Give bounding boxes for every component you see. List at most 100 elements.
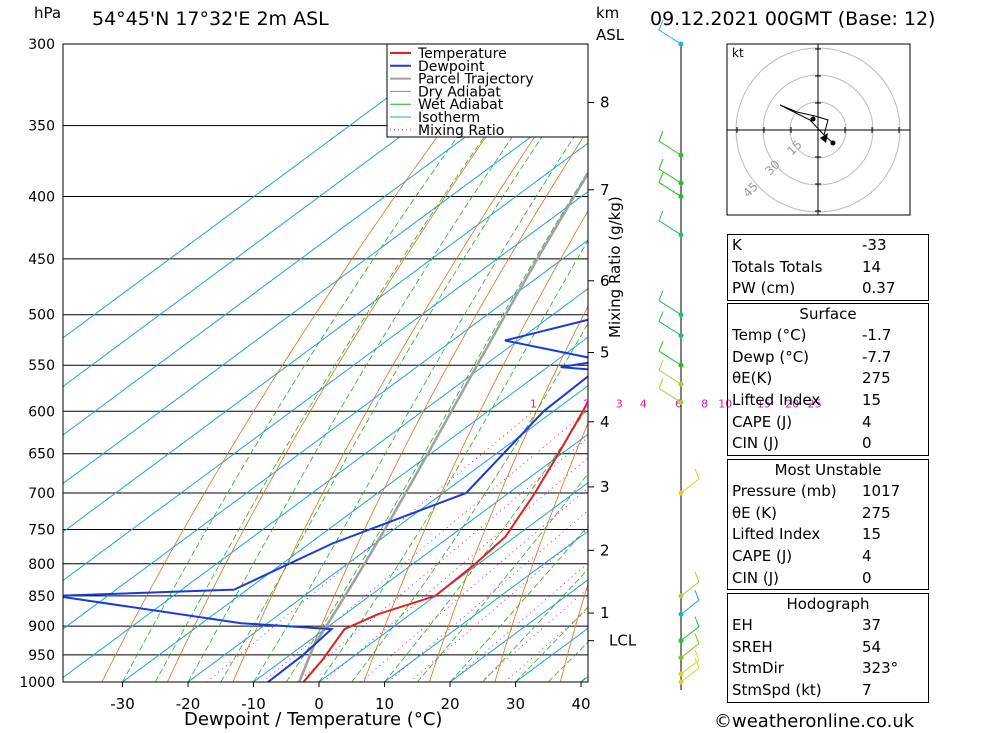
mixing-ratio-label: 6 (675, 397, 682, 410)
wind-barb-flag (694, 657, 700, 669)
legend-label: Isotherm (418, 110, 480, 126)
x-tick-label: -30 (110, 695, 135, 713)
x-tick-label: 0 (314, 695, 324, 713)
pressure-unit-label: hPa (34, 4, 62, 22)
index-row: EH 37 (732, 616, 882, 634)
hodograph-trace (779, 104, 834, 144)
x-tick-label: 30 (506, 695, 525, 713)
pressure-tick-label: 300 (28, 37, 55, 53)
index-row: Temp (°C) -1.7 (732, 326, 892, 344)
wind-barb (658, 321, 682, 336)
isotherm-line (252, 433, 588, 682)
legend-label: Dewpoint (418, 59, 485, 75)
wind-barb-flag (658, 158, 664, 170)
km-tick-label: 5 (600, 344, 610, 362)
pressure-tick-label: 950 (28, 648, 55, 664)
index-row: θE(K) 275 (732, 369, 891, 388)
km-tick-label: 8 (600, 93, 610, 111)
pressure-tick-label: 550 (28, 358, 55, 374)
pressure-tick-label: 400 (28, 189, 55, 205)
mixing-ratio-line (504, 608, 588, 682)
wind-barb (680, 581, 700, 597)
wet-adiabat-line (154, 44, 551, 682)
wind-barb-flag (658, 311, 664, 322)
mixing-ratio-label: 20 (785, 397, 799, 410)
wind-barb-flag (658, 172, 664, 183)
wind-barb (658, 182, 682, 197)
wet-adiabat-line (122, 44, 526, 682)
wind-barb-flag (694, 468, 700, 480)
wet-adiabat-line (253, 114, 588, 682)
index-row: CIN (J) 0 (732, 434, 872, 453)
index-row: Dewp (°C) -7.7 (732, 347, 892, 366)
pressure-tick-label: 450 (28, 252, 55, 268)
x-tick-label: 10 (375, 695, 394, 713)
pressure-tick-label: 750 (28, 523, 55, 539)
index-row: StmSpd (kt) 7 (732, 681, 872, 700)
mixing-ratio-label: 10 (718, 397, 732, 410)
dewpoint-profile-line (63, 318, 588, 682)
pressure-tick-label: 350 (28, 119, 55, 135)
km-label: km (596, 4, 620, 22)
wind-barb-flag (658, 130, 664, 142)
isotherm-line (63, 191, 588, 582)
pressure-tick-label: 700 (28, 486, 55, 502)
index-row: CAPE (J) 4 (732, 547, 872, 566)
legend-label: Wet Adiabat (418, 97, 504, 113)
wind-barb-flag (658, 359, 664, 371)
index-row: θE (K) 275 (732, 503, 891, 522)
km-tick-label: 3 (600, 478, 610, 496)
table-title: Surface (799, 305, 857, 323)
dry-adiabat-line (166, 44, 553, 682)
wind-barb-flag (658, 378, 664, 389)
index-row: K -33 (732, 236, 887, 254)
mixing-ratio-label: 3 (616, 397, 623, 410)
location-header: 54°45'N 17°32'E 2m ASL (92, 8, 329, 30)
storm-motion-marker (820, 133, 828, 143)
wet-adiabat-line (384, 406, 588, 682)
mixing-ratio-line (480, 587, 588, 682)
index-row: CAPE (J) 4 (732, 412, 872, 431)
wind-barb-flag (658, 19, 664, 31)
wind-barb-flag (694, 633, 700, 644)
isotherm-line (187, 385, 588, 682)
wind-barb (680, 626, 700, 642)
pressure-tick-label: 900 (28, 619, 55, 635)
legend-box (386, 43, 589, 138)
lcl-label: LCL (609, 632, 637, 650)
footer-credit: ©weatheronline.co.uk (714, 711, 915, 732)
mixing-ratio-line (206, 410, 534, 682)
index-row: Lifted Index 15 (732, 391, 882, 410)
mixing-ratio-label: 15 (757, 397, 771, 410)
mixing-ratio-label: 8 (701, 397, 708, 410)
wet-adiabat-line (187, 44, 578, 682)
wind-barb (658, 387, 682, 403)
km-tick-label: 2 (600, 541, 610, 559)
mixing-ratio-line (450, 562, 588, 682)
pressure-tick-label: 850 (28, 589, 55, 605)
x-tick-label: -10 (241, 695, 266, 713)
wind-barb-flag (694, 616, 700, 627)
dry-adiabat-line (232, 57, 588, 682)
legend-label: Mixing Ratio (418, 123, 504, 139)
hodograph-point (810, 116, 816, 122)
index-row: SREH 54 (732, 637, 882, 656)
dry-adiabat-line (101, 44, 506, 682)
isotherm-line (121, 336, 588, 682)
wet-adiabat-line (482, 568, 588, 682)
index-row: CIN (J) 0 (732, 568, 872, 587)
wind-barb-flag (658, 341, 664, 352)
pressure-tick-label: 650 (28, 447, 55, 463)
dry-adiabat-line (363, 210, 588, 682)
isotherm-line (383, 530, 588, 682)
x-tick-label: -20 (176, 695, 201, 713)
km-tick-label: 7 (600, 181, 610, 199)
hodograph-unit-label: kt (732, 46, 744, 60)
wet-adiabat-line (285, 170, 588, 682)
mixing-ratio-label: 4 (640, 397, 647, 410)
wind-barb-flag (658, 290, 664, 301)
indices-table: K -33 Totals Totals 14 PW (cm) 0.37 (727, 234, 929, 302)
pressure-tick-label: 600 (28, 404, 55, 420)
legend-label: Parcel Trajectory (418, 72, 534, 88)
dry-adiabat-line (953, 7, 1000, 708)
